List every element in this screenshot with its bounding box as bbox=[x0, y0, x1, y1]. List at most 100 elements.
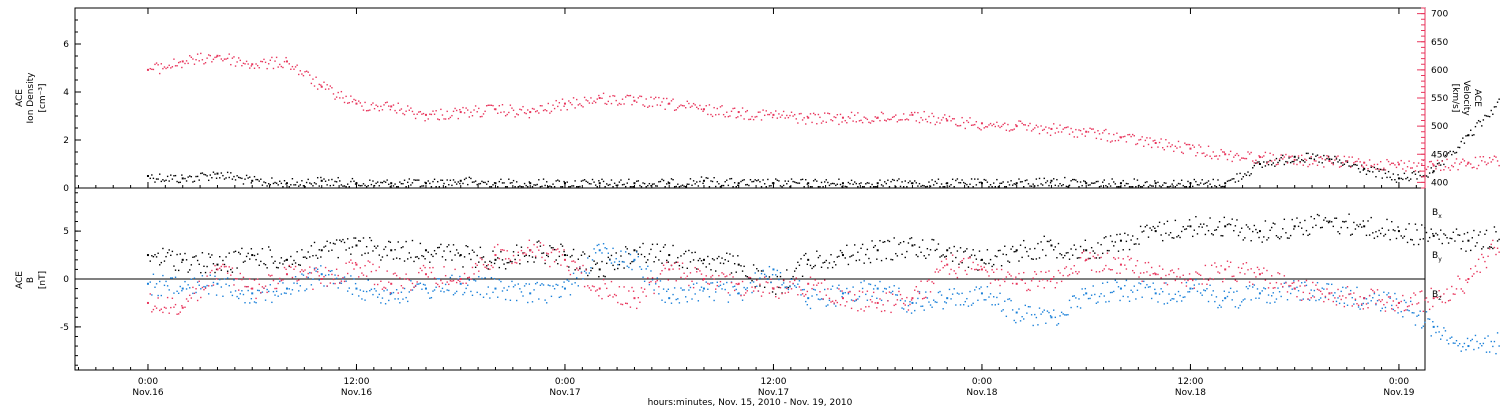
By-sample bbox=[925, 291, 927, 293]
velocity-sample bbox=[335, 96, 338, 98]
Bx-sample bbox=[858, 259, 861, 261]
Bz-sample bbox=[989, 282, 992, 284]
velocity-sample bbox=[970, 124, 973, 127]
By-sample bbox=[268, 290, 270, 293]
density-sample bbox=[527, 186, 529, 188]
velocity-sample bbox=[1400, 159, 1402, 162]
velocity-sample bbox=[1116, 132, 1118, 134]
density-sample bbox=[942, 186, 944, 188]
density-sample bbox=[647, 184, 649, 187]
By-sample bbox=[836, 287, 839, 289]
By-sample bbox=[215, 294, 218, 296]
By-sample bbox=[610, 262, 613, 264]
velocity-sample bbox=[874, 116, 876, 118]
Bx-sample bbox=[386, 254, 388, 257]
velocity-sample bbox=[328, 88, 330, 90]
Bx-sample bbox=[915, 254, 918, 256]
density-sample bbox=[531, 186, 534, 188]
Bx-sample bbox=[1356, 224, 1358, 226]
velocity-sample bbox=[1141, 136, 1143, 138]
density-sample bbox=[1443, 163, 1445, 166]
Bz-sample bbox=[645, 295, 647, 297]
By-sample bbox=[1462, 346, 1464, 348]
Bx-sample bbox=[443, 250, 445, 252]
By-sample bbox=[710, 282, 712, 284]
Bz-sample bbox=[1454, 293, 1456, 296]
velocity-sample bbox=[1173, 150, 1175, 153]
Bx-sample bbox=[959, 247, 962, 249]
By-sample bbox=[1302, 298, 1304, 300]
By-sample bbox=[994, 304, 996, 306]
Bz-sample bbox=[1193, 287, 1196, 289]
By-sample bbox=[1361, 304, 1363, 306]
Bx-sample bbox=[601, 260, 603, 263]
By-sample bbox=[1053, 309, 1055, 311]
Bz-sample bbox=[285, 268, 287, 271]
density-sample bbox=[1217, 179, 1219, 181]
density-sample bbox=[830, 183, 832, 185]
Bz-sample bbox=[994, 279, 996, 281]
velocity-sample bbox=[841, 121, 843, 123]
density-sample bbox=[934, 180, 936, 183]
By-sample bbox=[383, 290, 385, 292]
Bx-sample bbox=[1395, 237, 1398, 240]
Bx-sample bbox=[640, 253, 643, 256]
Bz-sample bbox=[1479, 271, 1481, 273]
velocity-sample bbox=[678, 105, 681, 107]
By-sample bbox=[288, 288, 290, 290]
By-sample bbox=[1498, 345, 1500, 347]
Bz-sample bbox=[1119, 272, 1121, 274]
By-sample bbox=[1054, 316, 1057, 319]
Bx-sample bbox=[724, 259, 726, 261]
velocity-sample bbox=[1138, 139, 1140, 141]
velocity-sample bbox=[1124, 135, 1126, 138]
By-sample bbox=[715, 291, 717, 293]
Bx-sample bbox=[828, 262, 831, 264]
Bx-sample bbox=[776, 275, 779, 278]
By-sample bbox=[958, 293, 960, 295]
velocity-sample bbox=[999, 126, 1001, 129]
By-sample bbox=[1313, 289, 1316, 292]
density-sample bbox=[931, 179, 933, 181]
Bx-sample bbox=[244, 260, 246, 262]
Bx-sample bbox=[809, 264, 812, 267]
Bx-sample bbox=[1018, 260, 1020, 262]
velocity-sample bbox=[1342, 161, 1344, 164]
density-sample bbox=[1021, 181, 1023, 183]
density-sample bbox=[1008, 184, 1011, 186]
Bx-sample bbox=[945, 255, 948, 257]
Bz-sample bbox=[563, 249, 565, 251]
velocity-sample bbox=[1266, 162, 1268, 165]
By-sample bbox=[381, 297, 384, 299]
Bx-sample bbox=[331, 249, 333, 251]
velocity-point bbox=[285, 60, 288, 63]
velocity-sample bbox=[1286, 162, 1289, 164]
density-sample bbox=[997, 185, 1000, 188]
Bx-sample bbox=[1345, 220, 1347, 223]
velocity-sample bbox=[811, 121, 813, 124]
Bz-sample bbox=[1177, 268, 1180, 270]
Bx-sample bbox=[309, 256, 311, 258]
density-sample bbox=[1266, 161, 1268, 163]
velocity-sample bbox=[909, 114, 911, 116]
By-sample bbox=[471, 294, 474, 297]
Bz-sample bbox=[293, 268, 295, 270]
Bx-sample bbox=[1078, 257, 1080, 259]
By-sample bbox=[1493, 340, 1496, 343]
Bx-sample bbox=[1180, 230, 1183, 233]
Bz-sample bbox=[896, 299, 899, 301]
Bx-sample bbox=[1236, 219, 1238, 221]
By-sample bbox=[474, 280, 477, 282]
Bz-sample bbox=[547, 253, 549, 255]
Bz-sample bbox=[1109, 269, 1112, 271]
velocity-sample bbox=[555, 99, 557, 102]
density-sample bbox=[1071, 178, 1074, 181]
velocity-sample bbox=[1397, 161, 1399, 164]
Bx-sample bbox=[151, 255, 153, 257]
density-sample bbox=[400, 182, 403, 185]
Bx-sample bbox=[656, 243, 658, 245]
velocity-sample bbox=[1477, 164, 1480, 167]
By-point bbox=[1050, 316, 1053, 319]
density-sample bbox=[1147, 186, 1150, 188]
By-sample bbox=[1381, 307, 1383, 310]
